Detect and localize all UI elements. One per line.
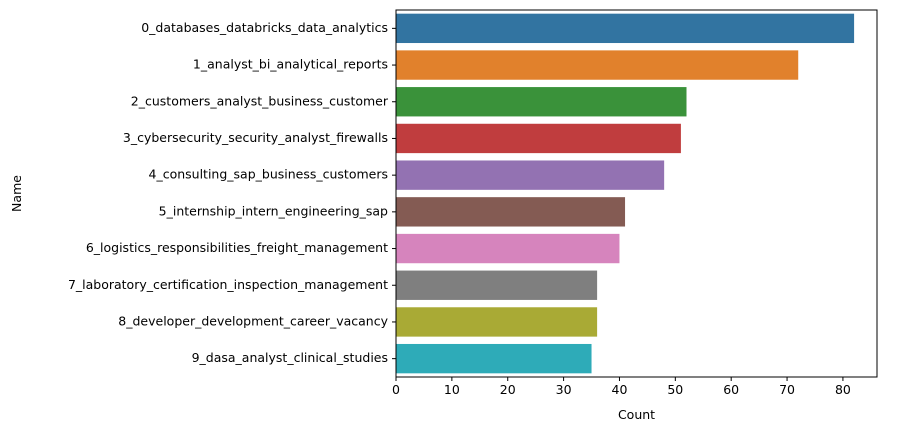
- y-tick-label: 3_cybersecurity_security_analyst_firewal…: [123, 130, 388, 145]
- bar: [396, 233, 620, 264]
- bar: [396, 270, 598, 300]
- x-tick-label: 10: [444, 382, 460, 397]
- bar: [396, 307, 598, 337]
- bar: [396, 197, 626, 227]
- x-tick-labels: 0 10 20 30 40 50 60 70 80: [392, 377, 851, 397]
- bar: [396, 87, 687, 117]
- x-tick-label: 30: [556, 382, 572, 397]
- x-tick-label: 40: [612, 382, 628, 397]
- bar: [396, 13, 855, 44]
- x-tick-label: 20: [500, 382, 516, 397]
- y-tick-labels: 0_databases_databricks_data_analytics 1_a…: [68, 20, 396, 365]
- bars-group: [396, 13, 855, 374]
- bar: [396, 343, 592, 374]
- y-tick-label: 9_dasa_analyst_clinical_studies: [192, 350, 388, 365]
- x-axis-label: Count: [618, 407, 655, 422]
- plot-frame: [395, 9, 878, 378]
- bar: [396, 160, 665, 190]
- x-tick-label: 60: [723, 382, 739, 397]
- y-tick-label: 1_analyst_bi_analytical_reports: [193, 57, 388, 72]
- x-tick-label: 50: [667, 382, 683, 397]
- y-tick-label: 4_consulting_sap_business_customers: [149, 167, 389, 182]
- y-tick-label: 6_logistics_responsibilities_freight_man…: [86, 240, 388, 255]
- bar: [396, 123, 681, 154]
- x-tick-label: 0: [392, 382, 400, 397]
- bar: [396, 50, 799, 80]
- y-tick-label: 5_internship_intern_engineering_sap: [159, 203, 388, 218]
- x-tick-label: 80: [835, 382, 851, 397]
- y-tick-label: 2_customers_analyst_business_customer: [131, 93, 389, 108]
- y-axis-label: Name: [9, 175, 24, 212]
- y-tick-label: 8_developer_development_career_vacancy: [118, 313, 388, 328]
- y-tick-label: 0_databases_databricks_data_analytics: [141, 20, 388, 35]
- y-tick-label: 7_laboratory_certification_inspection_ma…: [68, 277, 388, 292]
- x-tick-label: 70: [779, 382, 795, 397]
